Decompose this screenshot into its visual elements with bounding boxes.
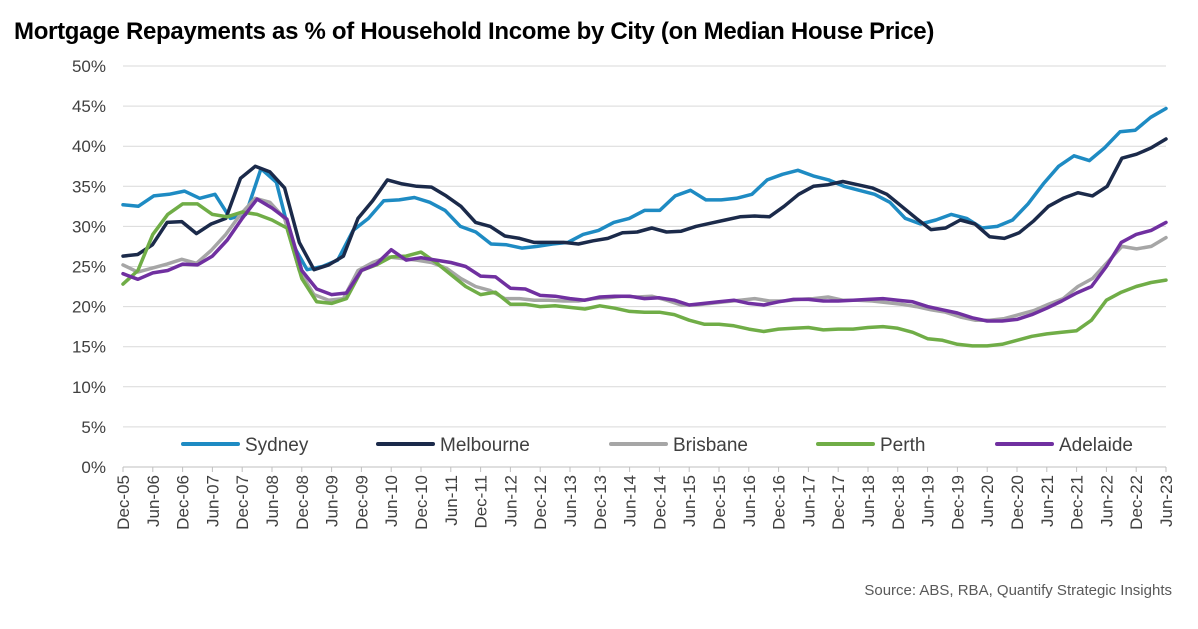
x-tick-label: Jun-22 bbox=[1097, 475, 1116, 527]
x-tick-label: Jun-09 bbox=[323, 475, 342, 527]
x-tick-label: Jun-17 bbox=[799, 475, 818, 527]
y-tick-label: 40% bbox=[72, 137, 106, 156]
series-line-adelaide bbox=[121, 197, 1168, 323]
x-tick-label: Dec-13 bbox=[591, 475, 610, 530]
legend: Sydney Melbourne Brisbane Perth Adelaide bbox=[181, 435, 1133, 456]
series-line-melbourne bbox=[121, 137, 1168, 272]
legend-label-melbourne: Melbourne bbox=[440, 435, 530, 456]
x-tick-label: Jun-07 bbox=[203, 475, 222, 527]
x-tick-label: Dec-18 bbox=[889, 475, 908, 530]
legend-label-brisbane: Brisbane bbox=[673, 435, 748, 456]
source-note: Source: ABS, RBA, Quantify Strategic Ins… bbox=[864, 582, 1172, 599]
series-lines bbox=[121, 106, 1168, 348]
series-line-sydney bbox=[121, 106, 1168, 272]
x-tick-label: Jun-21 bbox=[1038, 475, 1057, 527]
y-tick-label: 15% bbox=[72, 338, 106, 357]
x-tick-label: Dec-15 bbox=[710, 475, 729, 530]
x-tick-label: Jun-10 bbox=[382, 475, 401, 527]
x-tick-label: Jun-18 bbox=[859, 475, 878, 527]
x-tick-label: Dec-10 bbox=[412, 475, 431, 530]
x-tick-label: Dec-07 bbox=[233, 475, 252, 530]
x-tick-label: Jun-14 bbox=[621, 475, 640, 527]
x-tick-label: Jun-13 bbox=[561, 475, 580, 527]
x-tick-label: Jun-16 bbox=[740, 475, 759, 527]
legend-label-sydney: Sydney bbox=[245, 435, 309, 456]
y-tick-label: 35% bbox=[72, 177, 106, 196]
legend-label-adelaide: Adelaide bbox=[1059, 435, 1133, 456]
x-tick-label: Dec-09 bbox=[352, 475, 371, 530]
y-tick-label: 5% bbox=[81, 418, 106, 437]
x-tick-label: Jun-11 bbox=[442, 475, 461, 526]
x-tick-label: Jun-23 bbox=[1157, 475, 1176, 527]
x-tick-label: Dec-19 bbox=[948, 475, 967, 530]
x-tick-label: Dec-08 bbox=[293, 475, 312, 530]
y-tick-label: 0% bbox=[81, 458, 106, 477]
x-tick-label: Dec-06 bbox=[174, 475, 193, 530]
x-tick-label: Jun-19 bbox=[919, 475, 938, 527]
x-tick-label: Dec-11 bbox=[472, 475, 491, 529]
x-axis: Dec-05 Jun-06 Dec-06 Jun-07 Dec-07 Jun-08 Dec-… bbox=[114, 466, 1176, 530]
x-tick-label: Dec-12 bbox=[531, 475, 550, 530]
x-tick-label: Jun-12 bbox=[501, 475, 520, 527]
x-tick-label: Jun-20 bbox=[978, 475, 997, 527]
y-tick-label: 50% bbox=[72, 57, 106, 76]
series-line-perth bbox=[121, 202, 1168, 348]
y-tick-label: 10% bbox=[72, 378, 106, 397]
x-tick-label: Dec-20 bbox=[1008, 475, 1027, 530]
x-tick-label: Jun-08 bbox=[263, 475, 282, 527]
x-tick-label: Dec-17 bbox=[829, 475, 848, 530]
y-tick-label: 45% bbox=[72, 97, 106, 116]
x-tick-label: Dec-14 bbox=[650, 475, 669, 530]
legend-label-perth: Perth bbox=[880, 435, 925, 456]
x-tick-label: Dec-22 bbox=[1127, 475, 1146, 530]
x-tick-label: Dec-05 bbox=[114, 475, 133, 530]
x-tick-label: Jun-06 bbox=[144, 475, 163, 527]
x-tick-label: Dec-16 bbox=[770, 475, 789, 530]
chart-title: Mortgage Repayments as % of Household In… bbox=[14, 18, 935, 45]
series-line-brisbane bbox=[121, 196, 1168, 322]
x-tick-label: Jun-15 bbox=[680, 475, 699, 527]
y-tick-label: 25% bbox=[72, 258, 106, 277]
grid-lines bbox=[123, 65, 1166, 468]
y-tick-label: 30% bbox=[72, 217, 106, 236]
y-tick-label: 20% bbox=[72, 298, 106, 317]
y-axis: 0% 5% 10% 15% 20% 25% 30% 35% 40% 45% 50% bbox=[72, 57, 106, 477]
x-tick-label: Dec-21 bbox=[1068, 475, 1087, 530]
